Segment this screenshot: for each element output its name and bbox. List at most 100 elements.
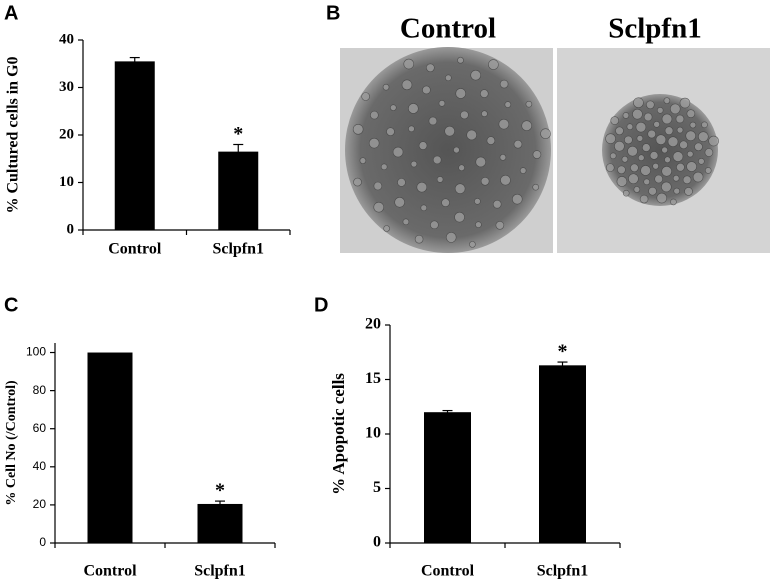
cell — [368, 137, 380, 149]
cell — [521, 120, 533, 132]
cell — [481, 110, 488, 118]
cell — [686, 161, 697, 172]
cell — [475, 156, 487, 168]
cell — [676, 126, 684, 134]
cell — [669, 103, 681, 115]
cell — [370, 110, 379, 120]
panel-letter: C — [4, 294, 18, 316]
cell — [621, 155, 629, 163]
y-axis-label: % Cell No (/Control) — [4, 380, 19, 506]
cell — [454, 183, 466, 194]
cell — [679, 140, 688, 150]
cell — [519, 167, 527, 174]
cell — [622, 189, 630, 197]
cell — [466, 129, 477, 141]
cell — [475, 221, 482, 228]
cell — [686, 109, 696, 119]
cell — [359, 157, 367, 164]
cell — [624, 135, 633, 145]
cell — [453, 146, 460, 154]
cell — [426, 63, 435, 73]
cell — [610, 116, 620, 125]
cell — [637, 154, 645, 162]
cell — [410, 160, 418, 168]
cell — [605, 133, 616, 144]
cell — [636, 135, 644, 142]
y-tick-label: 10 — [59, 174, 74, 190]
y-tick-label: 0 — [39, 535, 46, 549]
cell — [422, 85, 431, 95]
cell — [401, 79, 413, 91]
cell — [692, 171, 704, 183]
cell — [656, 106, 664, 114]
cell — [697, 131, 709, 142]
cell — [390, 104, 397, 111]
y-tick-label: 5 — [373, 479, 381, 496]
cell — [643, 178, 650, 186]
cell — [648, 186, 657, 196]
cell — [392, 146, 404, 158]
cell — [454, 211, 465, 223]
cell — [617, 165, 626, 175]
cell — [682, 175, 692, 185]
cell — [386, 127, 395, 136]
cell — [479, 89, 489, 98]
cell — [667, 136, 679, 148]
cell — [444, 125, 455, 137]
cell — [672, 151, 684, 162]
cell — [460, 110, 469, 120]
cell — [373, 181, 383, 191]
cell — [383, 225, 390, 232]
cell — [445, 74, 452, 82]
cell — [403, 58, 415, 70]
cell — [432, 155, 442, 165]
cell — [402, 218, 410, 226]
significance-mark: * — [233, 123, 243, 145]
cell — [474, 198, 481, 205]
cell — [686, 150, 694, 158]
cell — [441, 198, 450, 208]
y-tick-label: 0 — [373, 534, 381, 551]
panel-letter: B — [326, 2, 340, 24]
y-axis-label: % Cultured cells in G0 — [5, 56, 22, 213]
y-tick-label: 40 — [33, 459, 47, 473]
y-tick-label: 10 — [365, 425, 381, 442]
bar — [114, 61, 155, 230]
cell — [694, 142, 703, 152]
cell — [408, 125, 415, 133]
y-tick-label: 100 — [26, 345, 46, 359]
cell — [661, 146, 668, 154]
cell — [641, 143, 651, 152]
cell — [639, 194, 649, 204]
cell — [414, 234, 424, 244]
cell — [499, 154, 507, 161]
cell — [684, 187, 693, 196]
y-tick-label: 40 — [59, 31, 74, 47]
cell — [499, 79, 509, 89]
image-label: Sclpfn1 — [608, 13, 701, 45]
cell — [605, 163, 615, 172]
panel-letter: D — [314, 294, 328, 316]
cell — [663, 97, 671, 104]
cell — [469, 241, 476, 248]
y-tick-label: 20 — [365, 316, 381, 333]
cell — [673, 187, 681, 195]
cell — [622, 112, 630, 119]
cell — [470, 69, 482, 81]
cell — [701, 121, 708, 129]
cell — [498, 118, 510, 130]
x-tick-label: Sclpfn1 — [212, 241, 264, 258]
significance-mark: * — [558, 341, 568, 363]
cell — [632, 108, 643, 120]
cell — [525, 100, 533, 108]
cell — [418, 141, 428, 150]
cell — [685, 130, 697, 142]
cell — [416, 181, 428, 193]
bar — [197, 503, 243, 543]
cell — [655, 134, 667, 145]
cell — [352, 124, 364, 135]
cell — [689, 121, 697, 129]
cell — [643, 112, 653, 122]
cell — [457, 56, 464, 64]
